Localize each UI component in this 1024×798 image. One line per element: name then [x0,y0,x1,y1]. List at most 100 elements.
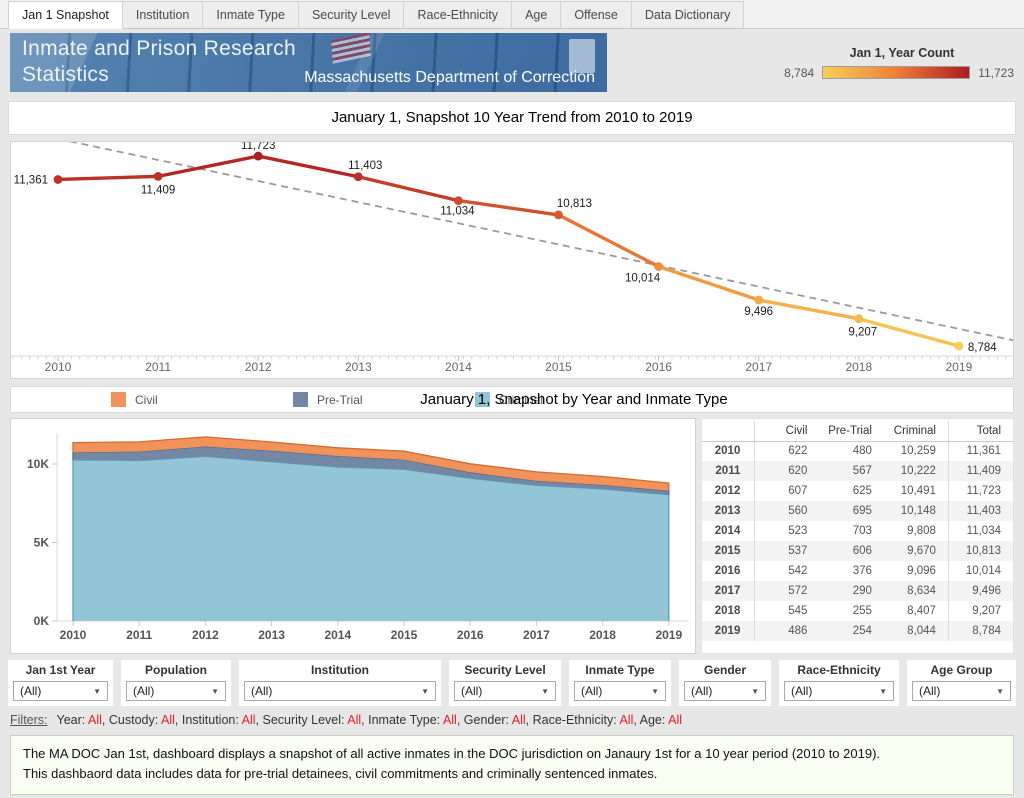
filter-card-population: Population (All) ▼ [121,660,231,706]
chevron-down-icon[interactable]: ▼ [421,686,429,696]
chevron-down-icon[interactable]: ▼ [93,686,101,696]
inmate-type-legend: Civil Pre-Trial Criminal [111,387,657,412]
color-legend: Jan 1, Year Count 8,784 11,723 [762,46,1014,80]
table-row-2019[interactable]: 2019 486 254 8,044 8,784 [702,621,1013,641]
filters-prefix: Filters: [10,713,48,727]
filter-card-gender: Gender (All) ▼ [679,660,771,706]
legend-item-criminal[interactable]: Criminal [475,392,657,407]
year-cell: 2013 [702,501,756,521]
value-cell: 11,723 [947,481,1013,501]
filter-dropdown-security-level[interactable]: (All) ▼ [454,681,556,701]
filter-card-institution: Institution (All) ▼ [239,660,441,706]
svg-text:2017: 2017 [745,360,772,374]
table-row-2012[interactable]: 2012 607 625 10,491 11,723 [702,481,1013,501]
col-header-year [702,421,756,442]
filter-summary-institution: Institution: All [181,713,256,727]
table-row-2017[interactable]: 2017 572 290 8,634 9,496 [702,581,1013,601]
table-row-2013[interactable]: 2013 560 695 10,148 11,403 [702,501,1013,521]
svg-text:2016: 2016 [457,628,484,642]
value-cell: 10,259 [900,445,936,458]
filter-dropdown-inmate-type[interactable]: (All) ▼ [574,681,666,701]
trend-line-chart[interactable]: 2010 2011 2012 2013 2014 2015 2016 2017 2018 2019… [10,141,1014,379]
filter-row: Jan 1st Year (All) ▼ Population (All) ▼ Instit… [8,660,1016,706]
tab-offense[interactable]: Offense [560,1,632,28]
legend-label-criminal: Criminal [499,392,544,407]
filter-dropdown-race-ethnicity[interactable]: (All) ▼ [784,681,894,701]
svg-text:2018: 2018 [845,360,872,374]
svg-text:2014: 2014 [324,628,351,642]
chevron-down-icon[interactable]: ▼ [541,686,549,696]
data-label-2011: 11,409 [141,184,175,196]
tab-race-ethnicity[interactable]: Race-Ethnicity [403,1,513,28]
year-cell: 2019 [702,621,756,641]
table-row-2016[interactable]: 2016 542 376 9,096 10,014 [702,561,1013,581]
banner-text: Inmate and Prison Research Statistics Ma… [10,33,607,92]
chevron-down-icon[interactable]: ▼ [996,686,1004,696]
data-label-2012: 11,723 [241,142,275,152]
svg-text:2015: 2015 [391,628,418,642]
year-cell: 2012 [702,481,756,501]
filter-summary-custody: Custody: All [108,713,175,727]
tab-security-level[interactable]: Security Level [297,1,405,28]
area-band-civil [73,436,669,491]
table-row-2018[interactable]: 2018 545 255 8,407 9,207 [702,601,1013,621]
svg-text:2013: 2013 [345,360,372,374]
svg-text:2010: 2010 [60,628,87,642]
table-row-2015[interactable]: 2015 537 606 9,670 10,813 [702,541,1013,561]
table-row-2010[interactable]: 2010 622 480 10,259 11,361 [702,441,1013,461]
chevron-down-icon[interactable]: ▼ [751,686,759,696]
value-cell: 542 [788,565,808,577]
color-legend-title: Jan 1, Year Count [849,45,955,60]
tab-data-dictionary[interactable]: Data Dictionary [630,1,745,28]
value-cell: 290 [819,581,884,601]
year-cell: 2014 [702,521,756,541]
filters-summary-line: Filters: Year: All, Custody: All, Institu… [10,713,683,727]
value-cell: 255 [852,605,872,617]
legend-label-pre-trial: Pre-Trial [317,392,363,407]
filter-card-security-level: Security Level (All) ▼ [449,660,561,706]
banner-title-line1: Inmate and Prison Research [22,37,296,60]
header-row: Inmate and Prison Research Statistics Ma… [0,29,1024,95]
filter-label-security-level: Security Level [464,663,546,677]
data-label-2013: 11,403 [348,160,382,172]
svg-text:2012: 2012 [192,628,219,642]
value-cell: 10,813 [947,541,1013,561]
value-cell: 8,634 [883,581,949,601]
svg-text:10K: 10K [27,457,49,471]
value-cell: 11,361 [947,441,1013,461]
chevron-down-icon[interactable]: ▼ [879,686,887,696]
value-cell: 9,496 [947,581,1013,601]
legend-label-civil: Civil [135,392,158,407]
chevron-down-icon[interactable]: ▼ [211,686,219,696]
table-row-2014[interactable]: 2014 523 703 9,808 11,034 [702,521,1013,541]
tab-inmate-type[interactable]: Inmate Type [202,1,299,28]
value-cell: 572 [754,581,820,601]
year-cell: 2015 [702,541,756,561]
tab-age[interactable]: Age [511,1,562,28]
value-cell: 695 [819,501,884,521]
value-cell: 545 [788,605,808,617]
value-cell: 9,808 [907,525,936,537]
tab-institution[interactable]: Institution [121,1,204,28]
value-cell: 607 [788,485,808,497]
tab-jan-1-snapshot[interactable]: Jan 1 Snapshot [8,1,123,29]
filter-dropdown-age-group[interactable]: (All) ▼ [912,681,1011,701]
filter-card-inmate-type: Inmate Type (All) ▼ [569,660,671,706]
year-cell: 2016 [702,561,756,581]
tab-bar: Jan 1 Snapshot Institution Inmate Type Secu… [0,0,1024,29]
filter-dropdown-population[interactable]: (All) ▼ [126,681,226,701]
filter-dropdown-jan-1st-year[interactable]: (All) ▼ [13,681,108,701]
filter-summary-race-ethnicity: Race-Ethnicity: All [532,713,634,727]
table-row-2011[interactable]: 2011 620 567 10,222 11,409 [702,461,1013,481]
legend-item-civil[interactable]: Civil [111,392,293,407]
legend-item-pre-trial[interactable]: Pre-Trial [293,392,475,407]
filter-dropdown-gender[interactable]: (All) ▼ [684,681,766,701]
inmate-type-area-chart[interactable]: 0K 5K 10K 2010 2011 2012 2013 2014 2015 2016 2017 2… [10,418,696,654]
filter-card-age-group: Age Group (All) ▼ [907,660,1016,706]
filter-dropdown-institution[interactable]: (All) ▼ [244,681,436,701]
ma-flag-decoration [569,39,595,73]
banner-window-frames-decoration [10,33,607,92]
footer-line2: This dashbaord data includes data for pr… [23,766,658,782]
value-cell: 537 [754,541,820,561]
chevron-down-icon[interactable]: ▼ [651,686,659,696]
